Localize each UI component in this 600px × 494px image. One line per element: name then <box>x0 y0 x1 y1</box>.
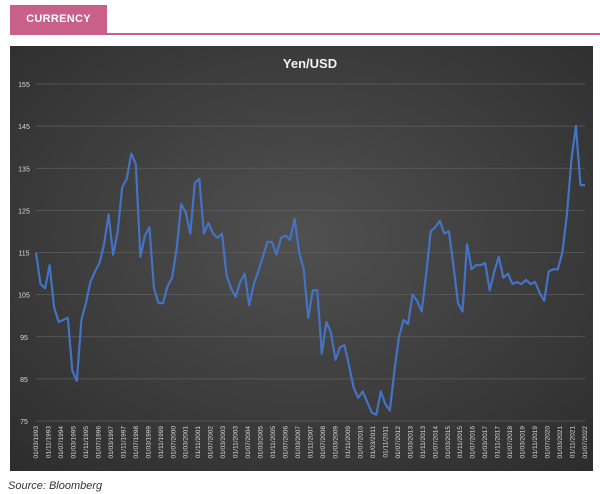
x-tick-label: 01/07/2016 <box>470 426 477 459</box>
x-tick-label: 01/03/1999 <box>145 426 152 459</box>
x-tick-label: 01/07/2020 <box>545 426 552 459</box>
x-tick-label: 01/03/2009 <box>332 426 339 459</box>
x-tick-label: 01/03/1993 <box>33 426 40 459</box>
x-tick-label: 01/03/2019 <box>520 426 527 459</box>
chart-title: Yen/USD <box>283 56 337 71</box>
x-tick-label: 01/03/2011 <box>370 426 377 458</box>
x-tick-label: 01/07/2018 <box>507 426 514 459</box>
x-tick-label: 01/11/2019 <box>532 426 539 458</box>
x-tick-label: 01/11/2013 <box>420 426 427 458</box>
x-tick-label: 01/03/2003 <box>220 426 227 459</box>
x-tick-label: 01/07/2006 <box>283 426 290 459</box>
chart-container: Yen/USD 75 85 95 105 115 125 135 145 155 01/03/1… <box>10 46 593 471</box>
yen-usd-line-chart: Yen/USD 75 85 95 105 115 125 135 145 155 01/03/1… <box>10 46 593 471</box>
x-tick-label: 01/07/2010 <box>357 426 364 459</box>
x-tick-label: 01/07/2014 <box>432 426 439 459</box>
x-tick-label: 01/11/1997 <box>120 426 127 458</box>
y-tick-label: 145 <box>18 124 30 131</box>
x-tick-label: 01/07/1998 <box>133 426 140 459</box>
x-tick-label: 01/11/2003 <box>233 426 240 458</box>
y-tick-label: 105 <box>18 293 30 300</box>
y-tick-label: 95 <box>20 335 28 342</box>
x-tick-label: 01/11/1999 <box>158 426 165 458</box>
x-tick-label: 01/03/2017 <box>482 426 489 459</box>
x-tick-label: 01/07/2002 <box>208 426 215 459</box>
x-tick-label: 01/03/2013 <box>407 426 414 459</box>
x-tick-label: 01/03/2001 <box>183 426 190 459</box>
x-tick-label: 01/07/2004 <box>245 426 252 459</box>
x-tick-label: 01/11/2017 <box>495 426 502 458</box>
source-note: Source: Bloomberg <box>8 480 103 492</box>
x-tick-label: 01/11/2009 <box>345 426 352 458</box>
x-tick-label: 01/07/2000 <box>170 426 177 459</box>
section-tab-currency: CURRENCY <box>10 5 107 33</box>
x-tick-label: 01/03/2005 <box>258 426 265 459</box>
y-tick-label: 85 <box>20 377 28 384</box>
x-tick-label: 01/07/2012 <box>395 426 402 459</box>
y-axis-tick-labels: 75 85 95 105 115 125 135 145 155 <box>18 82 30 426</box>
x-tick-label: 01/11/2005 <box>270 426 277 458</box>
series-lines <box>34 124 585 416</box>
gridlines <box>36 83 585 422</box>
x-tick-label: 01/07/2022 <box>582 426 589 459</box>
x-tick-label: 01/07/1996 <box>95 426 102 459</box>
x-tick-label: 01/11/2001 <box>195 426 202 458</box>
x-axis-tick-labels: 01/03/1993 01/11/1993 01/07/1994 01/03/1995… <box>33 426 589 459</box>
x-tick-label: 01/11/1995 <box>83 426 90 458</box>
x-tick-label: 01/03/2015 <box>445 426 452 459</box>
header-divider <box>10 33 600 35</box>
y-tick-label: 125 <box>18 208 30 215</box>
x-tick-label: 01/11/2007 <box>308 426 315 458</box>
x-tick-label: 01/07/2008 <box>320 426 327 459</box>
y-tick-label: 115 <box>18 251 29 258</box>
y-tick-label: 155 <box>18 82 30 89</box>
x-tick-label: 01/03/1997 <box>108 426 115 459</box>
x-tick-label: 01/03/2007 <box>295 426 302 459</box>
x-tick-label: 01/11/2021 <box>570 426 577 458</box>
x-tick-label: 01/11/2011 <box>382 426 389 458</box>
x-tick-label: 01/03/2021 <box>557 426 564 459</box>
x-tick-label: 01/11/1993 <box>45 426 52 458</box>
series-line-yen-usd <box>34 124 585 416</box>
y-tick-label: 75 <box>20 419 28 426</box>
x-tick-label: 01/07/1994 <box>58 426 65 459</box>
x-tick-label: 01/03/1995 <box>70 426 77 459</box>
x-tick-label: 01/11/2015 <box>457 426 464 458</box>
y-tick-label: 135 <box>18 166 30 173</box>
